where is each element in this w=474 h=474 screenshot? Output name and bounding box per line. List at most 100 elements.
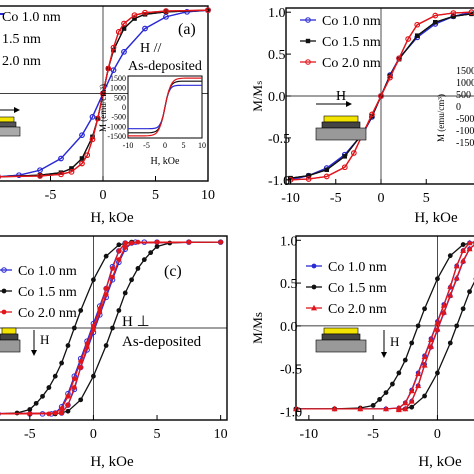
data-point (68, 169, 75, 175)
legend-marker (305, 17, 311, 23)
inset-y-tick-label: -1000 (107, 122, 126, 131)
series-line (290, 11, 472, 181)
data-point (467, 289, 472, 295)
panel-c-field-label: H ⊥ (122, 314, 150, 330)
data-point (408, 397, 415, 404)
series-line (0, 241, 221, 415)
data-point (451, 14, 456, 19)
data-point (116, 257, 122, 263)
data-point (415, 382, 422, 389)
data-point (402, 399, 409, 406)
data-point (460, 242, 466, 247)
data-point (421, 362, 428, 368)
data-point (121, 26, 127, 31)
legend-label: Co 2.0 nm (322, 56, 381, 71)
substrate-icon (315, 339, 367, 353)
data-point (402, 357, 408, 363)
x-tick-label: 10 (201, 188, 215, 203)
data-point (78, 308, 84, 313)
legend-marker (311, 284, 317, 290)
data-point (450, 10, 457, 16)
data-point (387, 74, 393, 81)
data-point (415, 370, 422, 377)
data-point (131, 12, 138, 18)
legend-entry: Co 1.0 nm (0, 264, 77, 279)
legend-entry: Co 2.0 nm (306, 302, 387, 317)
panel-d-xlabel: H, kOe (418, 454, 462, 470)
data-point (460, 247, 467, 253)
data-point (434, 319, 441, 325)
legend-marker (311, 263, 317, 269)
legend-marker (305, 38, 311, 44)
data-point (369, 111, 375, 118)
co-layer-icon (0, 121, 17, 128)
panel-a-plot-area (0, 6, 211, 181)
co-layer-icon (321, 121, 361, 129)
legend-entry: Co 2.0 nm (300, 56, 381, 71)
panel-c-arrow-label: H (40, 332, 49, 347)
data-point (84, 152, 91, 158)
data-point (466, 245, 473, 252)
legend-marker (1, 267, 7, 273)
data-point (116, 308, 122, 313)
x-tick-label: 5 (154, 427, 161, 442)
x-tick-label: -5 (330, 191, 342, 206)
series-d-2 (293, 239, 474, 413)
data-point (71, 325, 77, 331)
data-point (415, 323, 421, 329)
data-point (121, 49, 127, 55)
data-point (447, 340, 453, 346)
substrate-icon (315, 127, 367, 141)
data-point (103, 253, 109, 259)
data-point (383, 405, 389, 412)
x-tick-label: 0 (378, 191, 385, 206)
co-layer-icon (321, 333, 361, 341)
series-line (0, 241, 189, 415)
data-point (97, 309, 103, 315)
legend-entry: Co 1.0 nm (306, 260, 387, 275)
data-point (395, 406, 402, 413)
data-point (103, 292, 109, 298)
data-point (466, 239, 473, 246)
cap-layer-icon (1, 327, 17, 335)
y-tick-label: 0.0 (268, 90, 286, 105)
panel-b-sample-icon: H (315, 89, 367, 141)
panel-a: (a) H // As-deposited Co 1.0 nm 1.5 nm 2… (0, 5, 215, 226)
panel-d-arrow-label: H (390, 334, 399, 349)
panel-c-label: (c) (164, 263, 182, 280)
inset-y-tick-label: 0 (122, 103, 126, 112)
series-b-2 (287, 9, 474, 183)
x-tick-label: 5 (423, 191, 430, 206)
data-point (58, 155, 64, 162)
inset-y-tick-label: -500 (456, 114, 474, 125)
data-point (357, 405, 364, 412)
data-point (154, 239, 160, 245)
data-point (27, 407, 33, 412)
data-point (91, 277, 96, 283)
data-point (142, 12, 148, 17)
data-point (89, 136, 96, 143)
inset-a-plot (128, 77, 202, 137)
series-a-2 (0, 7, 211, 179)
x-tick-label: 5 (152, 188, 159, 203)
y-tick-label: -0.5 (280, 363, 302, 378)
data-point (433, 20, 438, 25)
data-point (414, 33, 420, 38)
data-point (163, 9, 169, 15)
data-point (305, 176, 312, 182)
data-point (163, 14, 169, 20)
inset-b-ylabel: M (emu/cm³) (436, 94, 446, 142)
data-point (154, 244, 160, 249)
data-point (122, 240, 128, 246)
data-point (218, 239, 224, 245)
data-point (52, 373, 58, 379)
data-point (293, 405, 299, 412)
inset-x-tick-label: -10 (123, 141, 134, 150)
data-point (205, 7, 211, 13)
y-tick-label: -0.5 (268, 132, 290, 147)
legend-label: Co 1.0 nm (322, 14, 381, 29)
data-point (390, 381, 395, 387)
data-point (435, 276, 440, 282)
